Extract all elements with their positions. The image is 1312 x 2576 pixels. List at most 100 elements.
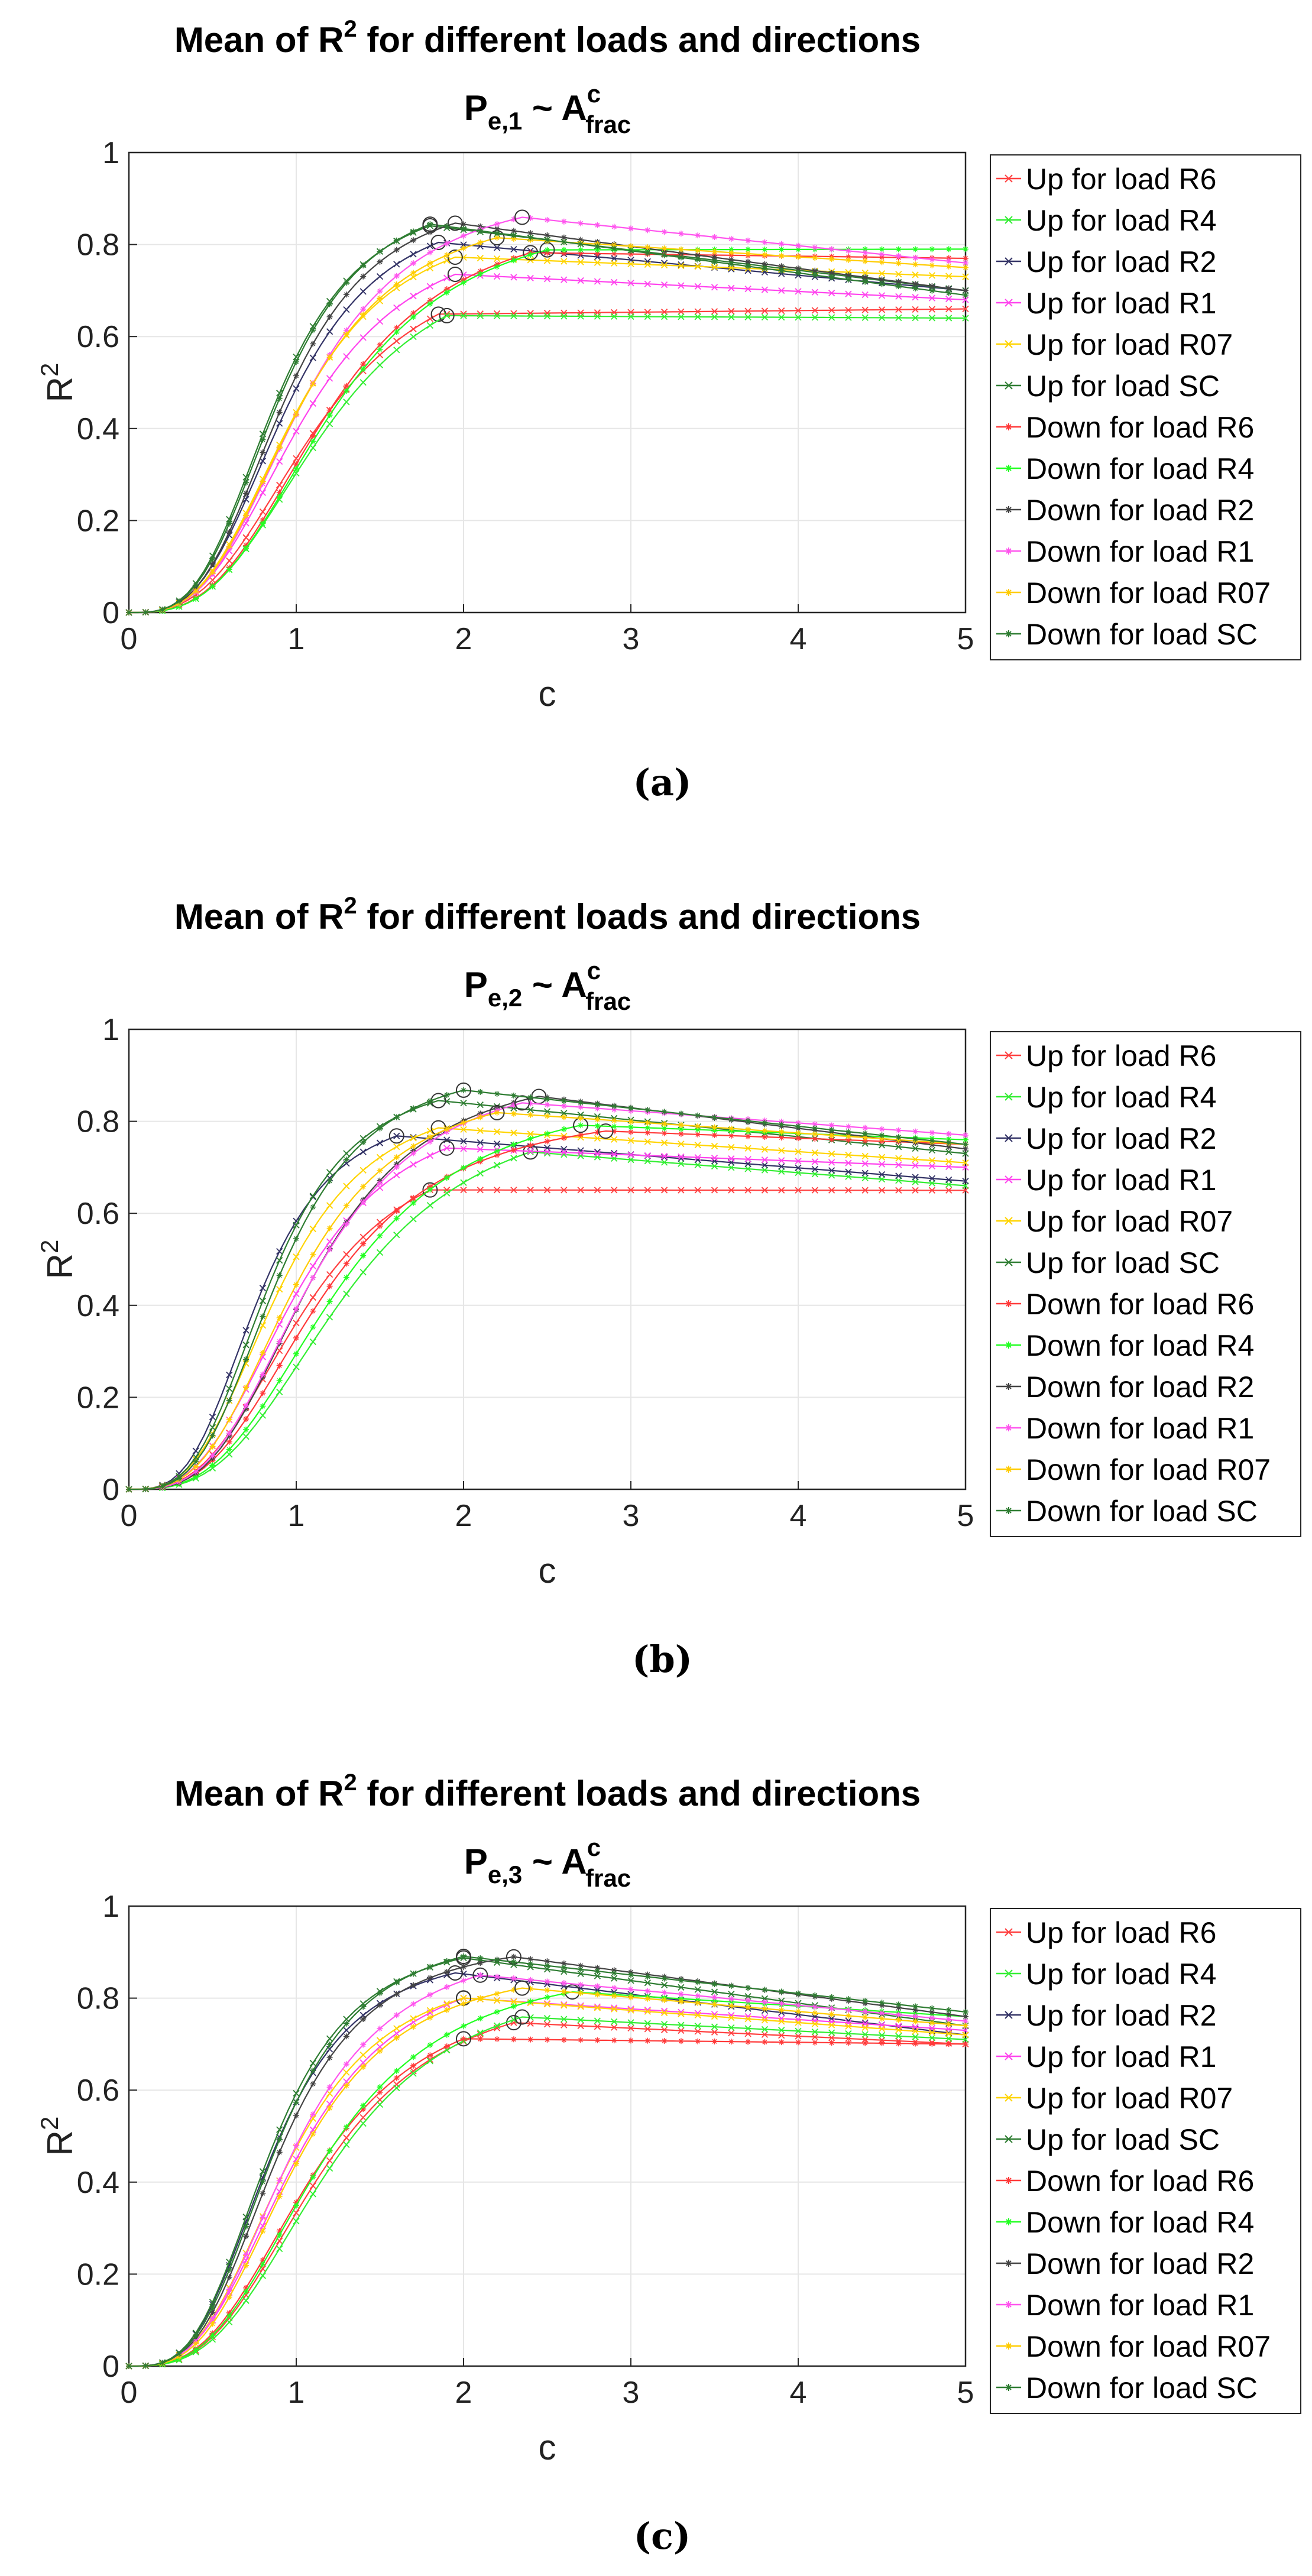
peak-marker <box>439 307 455 323</box>
data-point <box>193 588 199 594</box>
data-point <box>661 2037 668 2044</box>
legend: Up for load R6 Up for load R4 Up for load … <box>990 1908 1301 2414</box>
data-point <box>209 1413 216 1421</box>
data-point <box>861 1160 869 1167</box>
data-point <box>226 2294 232 2300</box>
data-point <box>260 2228 266 2234</box>
data-point <box>561 234 567 241</box>
data-point <box>477 271 484 277</box>
data-point <box>477 1187 484 1194</box>
data-point <box>811 2020 818 2027</box>
data-point <box>326 313 333 320</box>
legend-marker <box>1005 465 1012 472</box>
data-point <box>879 246 885 252</box>
data-point <box>510 1953 517 1960</box>
data-point <box>443 312 451 319</box>
data-point <box>879 276 885 283</box>
data-point <box>711 1158 718 1165</box>
data-point <box>661 252 668 258</box>
data-point <box>243 512 250 519</box>
data-point <box>828 2011 835 2018</box>
data-point <box>410 1161 417 1168</box>
data-point <box>393 346 400 354</box>
data-point <box>561 276 568 283</box>
data-point <box>427 2052 433 2059</box>
data-point <box>443 2043 450 2050</box>
data-point <box>310 433 316 440</box>
data-point <box>561 1114 567 1120</box>
data-point <box>795 270 801 276</box>
data-point <box>594 222 601 228</box>
data-point <box>410 274 417 281</box>
legend-label: Up for load R07 <box>1026 1205 1233 1238</box>
data-point <box>912 2013 919 2020</box>
data-point <box>845 290 852 297</box>
data-point <box>193 1463 199 1470</box>
data-point <box>126 610 132 615</box>
data-point <box>460 1100 467 1107</box>
legend-label: Up for load R2 <box>1026 1122 1216 1155</box>
data-point <box>310 438 316 445</box>
data-point <box>611 1106 617 1113</box>
data-point <box>410 1135 417 1142</box>
data-point <box>460 312 467 319</box>
data-point <box>543 257 551 264</box>
data-point <box>594 1105 601 1112</box>
data-point <box>628 1124 634 1130</box>
data-point <box>811 1149 818 1156</box>
data-point <box>912 1156 919 1163</box>
data-point <box>477 2015 484 2021</box>
data-point <box>928 306 936 313</box>
data-point <box>243 1416 250 1423</box>
data-point <box>494 264 500 270</box>
data-point <box>159 606 166 613</box>
data-point <box>276 2149 283 2156</box>
data-point <box>377 2089 383 2095</box>
data-point <box>862 2014 869 2020</box>
data-point <box>711 1132 718 1138</box>
data-point <box>260 520 266 527</box>
data-point <box>861 269 869 277</box>
data-point <box>477 1088 484 1095</box>
data-point <box>878 1187 886 1194</box>
data-point <box>744 1187 751 1194</box>
data-point <box>812 1121 818 1127</box>
data-point <box>795 1990 801 1997</box>
data-point <box>494 1109 500 1116</box>
data-point <box>660 2009 668 2016</box>
data-point <box>728 1116 734 1122</box>
data-point <box>845 2030 852 2037</box>
data-point <box>326 301 333 307</box>
data-point <box>309 354 316 361</box>
data-point <box>660 313 668 320</box>
data-point <box>912 2010 919 2017</box>
data-point <box>209 2316 216 2322</box>
data-point <box>594 250 601 257</box>
data-point <box>142 609 149 615</box>
data-point <box>661 1130 668 1136</box>
data-point <box>209 561 216 568</box>
data-point <box>410 1105 417 1112</box>
data-point <box>761 1146 769 1153</box>
data-point <box>293 1221 300 1229</box>
data-point <box>929 262 935 268</box>
data-point <box>660 2021 668 2028</box>
data-point <box>577 258 584 265</box>
data-point <box>778 1147 785 1154</box>
data-point <box>963 2041 968 2047</box>
legend-marker <box>1005 1300 1012 1307</box>
data-point <box>963 264 968 271</box>
data-point <box>962 305 969 313</box>
data-point <box>661 1997 668 2004</box>
data-point <box>627 1137 634 1144</box>
data-point <box>443 1092 450 1099</box>
data-point <box>660 1187 668 1194</box>
data-point <box>895 2026 902 2034</box>
data-point <box>761 286 769 293</box>
data-point <box>845 1173 852 1180</box>
legend-marker <box>1005 174 1013 183</box>
data-point <box>778 241 785 247</box>
data-point <box>427 1975 433 1981</box>
data-point <box>561 1103 567 1109</box>
data-point <box>460 1138 467 1145</box>
